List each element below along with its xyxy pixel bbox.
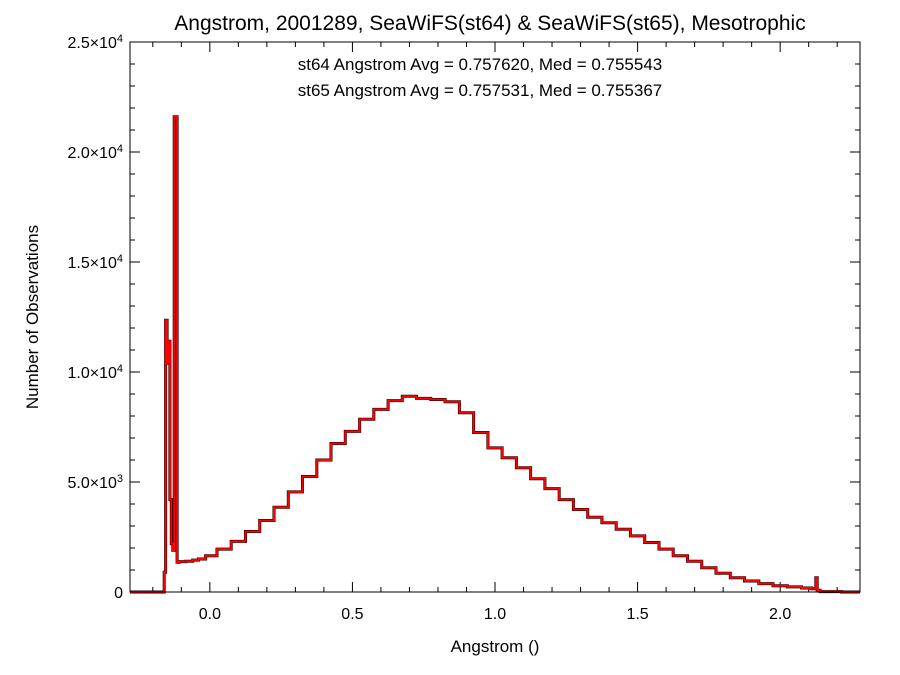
annotation-st65: st65 Angstrom Avg = 0.757531, Med = 0.75… — [298, 81, 663, 100]
x-axis-ticks: 0.0 0.5 1.0 1.5 2.0 — [152, 42, 838, 623]
y-tick-label: 0 — [114, 585, 123, 602]
annotation-st64: st64 Angstrom Avg = 0.757620, Med = 0.75… — [298, 55, 663, 74]
x-tick-label: 0.0 — [199, 606, 221, 623]
y-tick-label: 2.0×104 — [67, 143, 123, 162]
chart-title: Angstrom, 2001289, SeaWiFS(st64) & SeaWi… — [174, 12, 805, 35]
y-axis-ticks: 0 5.0×103 1.0×104 1.5×104 2.0×104 2.5×104 — [67, 33, 860, 602]
plot-frame — [129, 41, 861, 593]
x-tick-label: 0.5 — [341, 606, 363, 623]
y-tick-label: 2.5×104 — [67, 33, 123, 52]
y-tick-label: 1.0×104 — [67, 363, 123, 382]
x-axis-title: Angstrom () — [451, 637, 540, 656]
x-tick-label: 1.0 — [484, 606, 506, 623]
series-st65-line — [130, 115, 860, 593]
y-axis-title: Number of Observations — [23, 225, 42, 409]
y-tick-label: 1.5×104 — [67, 253, 123, 272]
x-tick-label: 1.5 — [626, 606, 648, 623]
y-tick-label: 5.0×103 — [67, 473, 123, 492]
series-layer — [130, 115, 860, 594]
x-tick-label: 2.0 — [769, 606, 791, 623]
